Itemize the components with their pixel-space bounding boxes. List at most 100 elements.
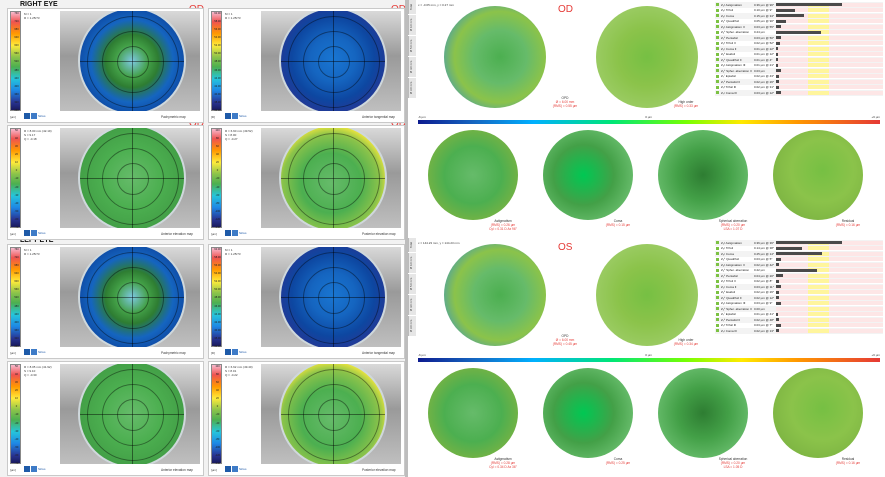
zernike-row[interactable]: Z₄² Astigmatism II 0.03 µm @ 55° <box>715 24 883 30</box>
zernike-row[interactable]: Z₅¹ Coma II 0.01 µm @ 22° <box>715 46 883 52</box>
zernike-checkbox[interactable] <box>716 296 719 300</box>
zernike-row[interactable]: Z₂² Astigmatism 0.36 µm @ 96° <box>715 2 883 8</box>
zernike-row[interactable]: Z₆⁰ Spher. aberration II 0.00 µm <box>715 306 883 312</box>
corneal-map[interactable] <box>279 247 387 347</box>
side-tab[interactable]: Ø 6.0 mm <box>408 253 416 273</box>
zernike-checkbox[interactable] <box>716 257 719 261</box>
zernike-component-map[interactable] <box>428 130 518 220</box>
zernike-checkbox[interactable] <box>716 329 719 333</box>
zernike-checkbox[interactable] <box>716 318 719 322</box>
zernike-row[interactable]: Z₄⁰ Spher. aberration 0.24 µm <box>715 30 883 36</box>
zernike-row[interactable]: Z₆⁰ Spher. aberration II 0.03 µm <box>715 68 883 74</box>
zernike-checkbox[interactable] <box>716 85 719 89</box>
map-panel[interactable]: 60.00 58.00 56.00 54.00 52.00 50.00 48.00 46.00… <box>208 8 405 123</box>
zernike-checkbox[interactable] <box>716 30 719 34</box>
zernike-checkbox[interactable] <box>716 58 719 62</box>
zernike-checkbox[interactable] <box>716 3 719 7</box>
zernike-checkbox[interactable] <box>716 19 719 23</box>
zernike-checkbox[interactable] <box>716 268 719 272</box>
zernike-row[interactable]: Z₇¹ Coma III 0.03 µm @ 12° <box>715 90 883 96</box>
zernike-checkbox[interactable] <box>716 279 719 283</box>
zernike-row[interactable]: Z₇¹ Coma III 0.02 µm @ 13° <box>715 328 883 334</box>
zernike-row[interactable]: Z₇³ Trifoil III 0.03 µm @ 7° <box>715 323 883 329</box>
zernike-checkbox[interactable] <box>716 241 719 245</box>
corneal-map[interactable] <box>78 364 186 464</box>
side-tab[interactable]: Ø 3.0 mm <box>408 316 416 336</box>
zernike-row[interactable]: Z₆² Astigmatism III 0.03 µm @ 9° <box>715 301 883 307</box>
zernike-row[interactable]: Z₅³ Trifoil II 0.02 µm @ 8° <box>715 279 883 285</box>
zernike-checkbox[interactable] <box>716 246 719 250</box>
zernike-component-map[interactable] <box>773 368 863 458</box>
side-tab[interactable]: Ø 5.0 mm <box>408 36 416 56</box>
zernike-checkbox[interactable] <box>716 8 719 12</box>
zernike-row[interactable]: Z₄⁴ Quadrifoil 0.05 µm @ 90° <box>715 19 883 25</box>
map-panel[interactable]: 100 80 60 40 20 0 -20 -40 -60 -80 -100 -120 -140 R = … <box>208 361 405 476</box>
corneal-map[interactable] <box>78 247 186 347</box>
corneal-map[interactable] <box>279 364 387 464</box>
high-order-map[interactable] <box>596 6 698 108</box>
zernike-row[interactable]: Z₄⁰ Spher. aberration 0.22 µm <box>715 268 883 274</box>
zernike-checkbox[interactable] <box>716 80 719 84</box>
zernike-checkbox[interactable] <box>716 301 719 305</box>
zernike-checkbox[interactable] <box>716 69 719 73</box>
map-panel[interactable]: 60.00 58.00 56.00 54.00 52.00 50.00 48.00 46.00… <box>208 244 405 359</box>
corneal-map[interactable] <box>78 11 186 111</box>
zernike-row[interactable]: Z₅⁵ Pentafoil 0.03 µm @ 50° <box>715 35 883 41</box>
zernike-component-map[interactable] <box>773 130 863 220</box>
zernike-checkbox[interactable] <box>716 91 719 95</box>
zernike-component-map[interactable] <box>543 130 633 220</box>
side-tab[interactable]: Ø 5.0 mm <box>408 274 416 294</box>
corneal-map[interactable] <box>279 128 387 228</box>
zernike-checkbox[interactable] <box>716 63 719 67</box>
zernike-row[interactable]: Z₇³ Trifoil III 0.02 µm @ 31° <box>715 85 883 91</box>
side-tab[interactable]: Total <box>408 238 416 252</box>
zernike-row[interactable]: Z₆⁶ Esafoil 0.01 µm @ 12° <box>715 52 883 58</box>
zernike-component-map[interactable] <box>543 368 633 458</box>
map-panel[interactable]: 760 720 680 640 600 560 520 480 440 400 360 320 280 M… <box>7 244 204 359</box>
corneal-map[interactable] <box>78 128 186 228</box>
zernike-row[interactable]: Z₄² Astigmatism II 0.02 µm @ 42° <box>715 262 883 268</box>
zernike-checkbox[interactable] <box>716 47 719 51</box>
zernike-checkbox[interactable] <box>716 14 719 18</box>
zernike-row[interactable]: Z₄⁴ Quadrifoil 0.03 µm @ 5° <box>715 257 883 263</box>
zernike-row[interactable]: Z₇⁵ Pentafoil II 0.02 µm @ 26° <box>715 79 883 85</box>
zernike-row[interactable]: Z₆⁴ Quadrifoil II 0.01 µm @ 4° <box>715 57 883 63</box>
side-tab[interactable]: Total <box>408 0 416 14</box>
zernike-checkbox[interactable] <box>716 312 719 316</box>
map-panel[interactable]: 50 40 30 20 10 0 -10 -20 -30 -40 -50 -60 -70 R = 8.05… <box>7 361 204 476</box>
zernike-row[interactable]: Z₇⁵ Pentafoil II 0.02 µm @ 48° <box>715 317 883 323</box>
opd-map[interactable] <box>444 6 546 108</box>
zernike-row[interactable]: Z₅¹ Coma II 0.03 µm @ 11° <box>715 284 883 290</box>
zernike-checkbox[interactable] <box>716 285 719 289</box>
side-tab[interactable]: Ø 6.0 mm <box>408 15 416 35</box>
zernike-row[interactable]: Z₇⁷ Eptafoil 0.01 µm @ 41° <box>715 312 883 318</box>
zernike-component-map[interactable] <box>658 368 748 458</box>
zernike-row[interactable]: Z₇⁷ Eptafoil 0.02 µm @ 43° <box>715 74 883 80</box>
side-tab[interactable]: Ø 4.0 mm <box>408 57 416 77</box>
zernike-component-map[interactable] <box>658 130 748 220</box>
map-panel[interactable]: 50 40 30 20 10 0 -10 -20 -30 -40 -50 -60 -70 R = 8.00… <box>7 125 204 240</box>
zernike-row[interactable]: Z₂² Astigmatism 0.36 µm @ 36° <box>715 240 883 246</box>
side-tab[interactable]: Ø 4.0 mm <box>408 295 416 315</box>
zernike-checkbox[interactable] <box>716 74 719 78</box>
zernike-checkbox[interactable] <box>716 274 719 278</box>
zernike-checkbox[interactable] <box>716 41 719 45</box>
zernike-row[interactable]: Z₃¹ Coma 0.25 µm @ 14° <box>715 251 883 257</box>
zernike-row[interactable]: Z₃¹ Coma 0.15 µm @ 34° <box>715 13 883 19</box>
corneal-map[interactable] <box>279 11 387 111</box>
zernike-row[interactable]: Z₅⁵ Pentafoil 0.04 µm @ 20° <box>715 273 883 279</box>
zernike-checkbox[interactable] <box>716 252 719 256</box>
zernike-checkbox[interactable] <box>716 307 719 311</box>
zernike-row[interactable]: Z₃¹ Trifoil 0.14 µm @ 38° <box>715 246 883 252</box>
zernike-row[interactable]: Z₆⁴ Quadrifoil II 0.02 µm @ 12° <box>715 295 883 301</box>
zernike-row[interactable]: Z₆² Astigmatism III 0.01 µm @ 21° <box>715 63 883 69</box>
zernike-checkbox[interactable] <box>716 263 719 267</box>
zernike-row[interactable]: Z₅³ Trifoil II 0.02 µm @ 52° <box>715 41 883 47</box>
zernike-component-map[interactable] <box>428 368 518 458</box>
zernike-checkbox[interactable] <box>716 52 719 56</box>
opd-map[interactable] <box>444 244 546 346</box>
zernike-row[interactable]: Z₃¹ Trifoil 0.10 µm @ 9° <box>715 8 883 14</box>
zernike-checkbox[interactable] <box>716 25 719 29</box>
high-order-map[interactable] <box>596 244 698 346</box>
zernike-checkbox[interactable] <box>716 290 719 294</box>
